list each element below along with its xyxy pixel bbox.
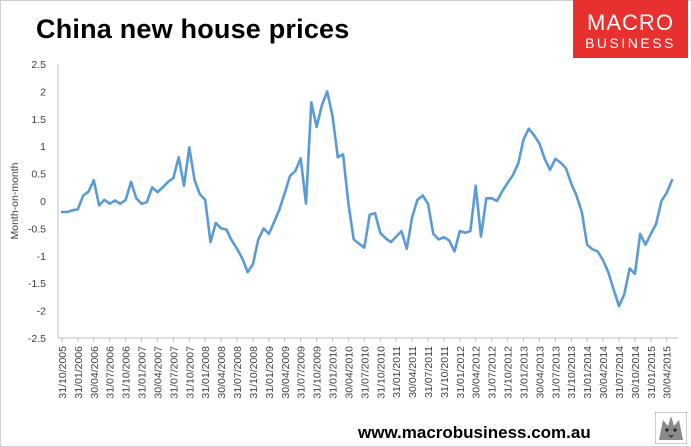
x-tick-label: 31/01/2009 (264, 346, 276, 399)
x-tick-label: 30/04/2011 (407, 346, 419, 398)
x-tick-label: 31/01/2007 (137, 346, 149, 399)
x-tick-label: 30/04/2010 (343, 346, 355, 399)
y-tick-label: -1 (37, 251, 46, 263)
x-tick-label: 31/07/2014 (614, 346, 626, 399)
x-tick-label: 31/01/2006 (73, 346, 85, 399)
x-tick-label: 31/10/2008 (248, 346, 260, 399)
x-tick-label: 31/07/2009 (296, 346, 308, 399)
y-axis-label: Month-on-month (9, 162, 21, 239)
x-tick-label: 31/10/2009 (312, 346, 324, 399)
y-axis-ticks: -2.5 -2 -1.5 -1 -0.5 0 0.5 1 1.5 2 2.5 (28, 59, 46, 345)
x-tick-label: 31/07/2011 (423, 346, 435, 398)
x-tick-label: 31/10/2013 (566, 346, 578, 399)
x-tick-label: 31/10/2006 (121, 346, 133, 399)
x-tick-label: 30/04/2008 (216, 346, 228, 399)
x-tick-label: 31/10/2010 (375, 346, 387, 399)
x-tick-label: 31/10/2005 (57, 346, 69, 399)
x-tick-label: 31/07/2012 (487, 346, 499, 399)
x-tick-label: 31/10/2012 (503, 346, 515, 399)
x-tick-label: 31/01/2010 (328, 346, 340, 399)
logo-line-2: BUSINESS (585, 35, 676, 51)
x-tick-label: 30/04/2009 (280, 346, 292, 399)
y-tick-label: 2 (40, 86, 46, 98)
x-tick-label: 31/01/2011 (391, 346, 403, 398)
x-tick-label: 31/07/2007 (168, 346, 180, 399)
x-tick-label: 31/10/2007 (184, 346, 196, 399)
mascot-icon (655, 412, 687, 444)
x-tick-label: 31/01/2013 (518, 346, 530, 399)
y-tick-label: -2 (37, 306, 46, 318)
x-tick-label: 31/01/2015 (646, 346, 658, 399)
series-line (60, 90, 674, 308)
x-tick-label: 31/01/2014 (582, 346, 594, 399)
chart-axes (57, 64, 678, 339)
y-tick-label: -0.5 (28, 223, 46, 235)
x-axis-ticks: 31/10/2005 31/01/2006 30/04/2006 31/07/2006… (57, 338, 674, 399)
x-tick-label: 30/04/2013 (534, 346, 546, 399)
x-tick-label: 30/10/2014 (630, 346, 642, 399)
x-tick-label: 31/10/2011 (439, 346, 451, 398)
chart-title: China new house prices (36, 14, 350, 44)
y-tick-label: -1.5 (28, 278, 46, 290)
x-tick-label: 30/04/2012 (471, 346, 483, 399)
x-tick-label: 30/04/2015 (662, 346, 674, 399)
macrobusiness-logo: MACRO BUSINESS (573, 0, 688, 58)
x-tick-label: 31/01/2008 (200, 346, 212, 399)
y-tick-label: -2.5 (28, 333, 46, 345)
x-tick-label: 31/07/2013 (550, 346, 562, 399)
x-tick-label: 31/07/2008 (232, 346, 244, 399)
x-tick-label: 30/04/2007 (152, 346, 164, 399)
y-tick-label: 2.5 (31, 59, 46, 71)
x-tick-label: 30/04/2014 (598, 346, 610, 399)
y-tick-label: 0 (40, 196, 46, 208)
x-tick-label: 31/01/2012 (455, 346, 467, 399)
y-tick-label: 0.5 (31, 169, 46, 181)
y-tick-label: 1 (40, 141, 46, 153)
x-tick-label: 30/04/2006 (89, 346, 101, 399)
logo-line-1: MACRO (587, 10, 674, 35)
x-tick-label: 31/07/2006 (105, 346, 117, 399)
footer-url: www.macrobusiness.com.au (358, 423, 591, 442)
x-tick-label: 31/07/2010 (359, 346, 371, 399)
y-tick-label: 1.5 (31, 114, 46, 126)
